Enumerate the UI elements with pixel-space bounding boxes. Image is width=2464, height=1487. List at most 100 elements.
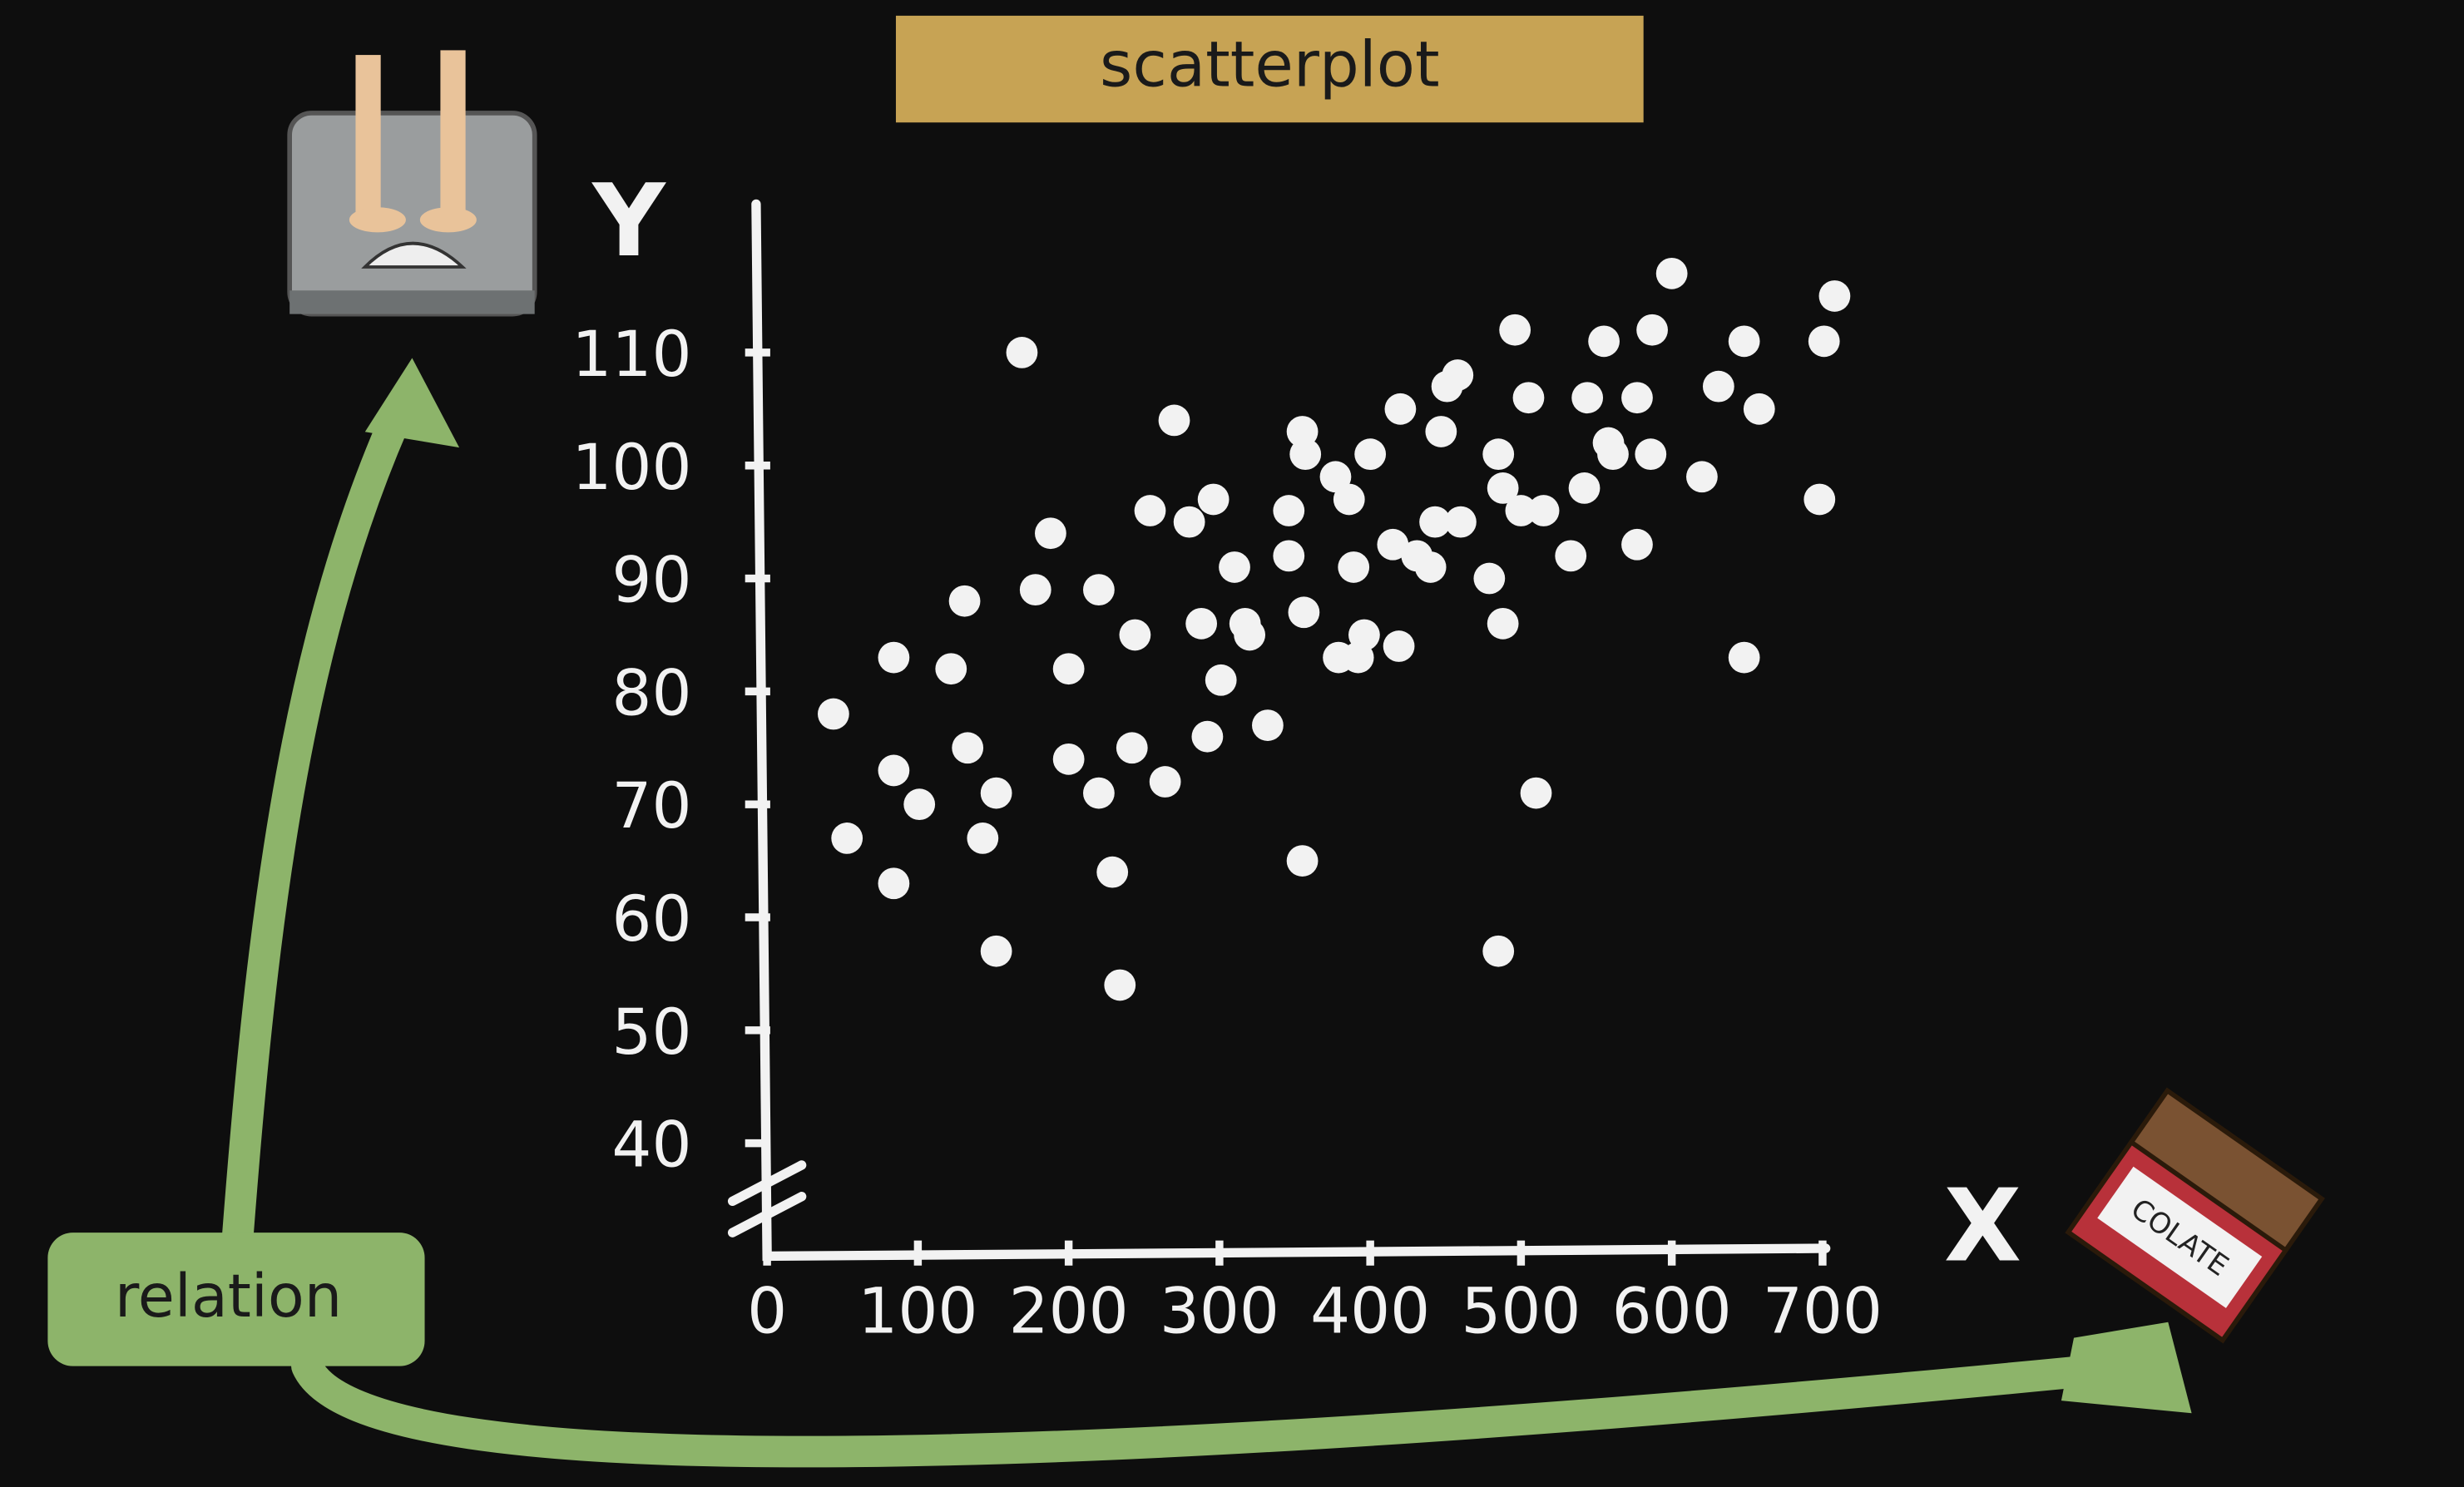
point bbox=[1597, 438, 1629, 471]
point bbox=[1482, 935, 1515, 967]
point bbox=[878, 754, 910, 787]
point bbox=[1636, 314, 1668, 346]
point bbox=[1383, 630, 1415, 662]
y-tick-label: 80 bbox=[611, 656, 691, 729]
relation-arrows bbox=[220, 408, 2153, 1468]
point bbox=[1728, 325, 1760, 358]
point bbox=[1083, 777, 1115, 809]
chart-title: scatterplot bbox=[1100, 28, 1440, 101]
y-tick-label: 60 bbox=[611, 882, 691, 956]
point bbox=[1333, 483, 1365, 516]
point bbox=[1083, 574, 1115, 606]
relation-box bbox=[47, 1233, 425, 1366]
scale-icon bbox=[287, 50, 537, 317]
point bbox=[1655, 257, 1688, 289]
point bbox=[1273, 540, 1305, 572]
point bbox=[1499, 314, 1531, 346]
y-tick-label: 50 bbox=[611, 995, 691, 1069]
x-tick-label: 700 bbox=[1763, 1275, 1883, 1348]
point bbox=[1505, 495, 1537, 526]
y-tick-label: 70 bbox=[611, 769, 691, 842]
point bbox=[967, 823, 999, 854]
point bbox=[1512, 382, 1545, 414]
point bbox=[1588, 325, 1620, 358]
point bbox=[818, 698, 849, 730]
point bbox=[1096, 856, 1129, 888]
chocolate-icon: COLATE bbox=[2065, 1087, 2325, 1344]
point bbox=[1319, 461, 1352, 493]
point bbox=[1568, 472, 1601, 504]
point bbox=[1621, 382, 1653, 414]
point bbox=[1119, 619, 1151, 651]
point bbox=[1197, 483, 1230, 516]
x-tick-label: 200 bbox=[1009, 1275, 1129, 1348]
point bbox=[878, 641, 910, 674]
point bbox=[1338, 551, 1370, 583]
point bbox=[1191, 720, 1224, 753]
point bbox=[1273, 495, 1305, 526]
point bbox=[1621, 528, 1653, 561]
point bbox=[1158, 404, 1190, 437]
x-tick-label: 500 bbox=[1461, 1275, 1581, 1348]
point bbox=[1571, 382, 1604, 414]
point bbox=[1442, 359, 1474, 391]
point bbox=[1354, 438, 1387, 471]
point bbox=[1052, 743, 1085, 775]
point bbox=[1116, 732, 1148, 764]
point bbox=[1286, 845, 1319, 877]
x-tick-label: 600 bbox=[1612, 1275, 1732, 1348]
point bbox=[1234, 619, 1266, 651]
point bbox=[1473, 562, 1506, 595]
point bbox=[1219, 551, 1250, 583]
point bbox=[1445, 506, 1477, 538]
point bbox=[1487, 472, 1519, 504]
point bbox=[1487, 607, 1519, 640]
annotation: relation bbox=[115, 1261, 342, 1331]
point bbox=[1377, 528, 1409, 561]
point bbox=[1052, 653, 1085, 685]
point bbox=[1419, 506, 1451, 538]
point bbox=[1686, 461, 1718, 493]
point bbox=[1520, 777, 1552, 809]
point bbox=[1555, 540, 1587, 572]
point bbox=[1252, 709, 1284, 741]
point bbox=[980, 935, 1012, 967]
point bbox=[1288, 596, 1320, 629]
title-banner bbox=[895, 15, 1644, 123]
arrow-head bbox=[2061, 1322, 2192, 1414]
point bbox=[1348, 619, 1380, 651]
arrow-head bbox=[364, 358, 460, 448]
x-tick-label: 300 bbox=[1160, 1275, 1279, 1348]
point bbox=[1425, 416, 1457, 447]
point bbox=[1185, 607, 1218, 640]
point bbox=[1803, 483, 1836, 516]
point bbox=[1006, 337, 1038, 368]
point bbox=[878, 867, 910, 900]
point bbox=[831, 823, 863, 854]
y-tick-label: 40 bbox=[611, 1109, 691, 1182]
y-tick-label: 100 bbox=[571, 431, 691, 504]
x-tick-label: 400 bbox=[1310, 1275, 1430, 1348]
point bbox=[952, 732, 984, 764]
x-tick-label: 100 bbox=[858, 1275, 977, 1348]
point bbox=[1728, 641, 1760, 674]
point bbox=[1818, 280, 1851, 312]
point bbox=[1527, 495, 1560, 526]
point bbox=[935, 653, 967, 685]
point bbox=[1414, 551, 1447, 583]
point bbox=[1019, 574, 1051, 606]
point bbox=[1635, 438, 1667, 471]
point bbox=[980, 777, 1012, 809]
point bbox=[1035, 517, 1066, 550]
y-tick-label: 90 bbox=[611, 544, 691, 617]
point bbox=[1149, 766, 1181, 798]
point bbox=[1702, 370, 1734, 403]
y-axis-label: Y bbox=[591, 163, 666, 279]
point bbox=[948, 585, 981, 617]
x-axis-label: X bbox=[1944, 1168, 2021, 1284]
point bbox=[1205, 664, 1237, 696]
point bbox=[903, 788, 936, 821]
point bbox=[1384, 393, 1417, 425]
point bbox=[1743, 393, 1775, 425]
